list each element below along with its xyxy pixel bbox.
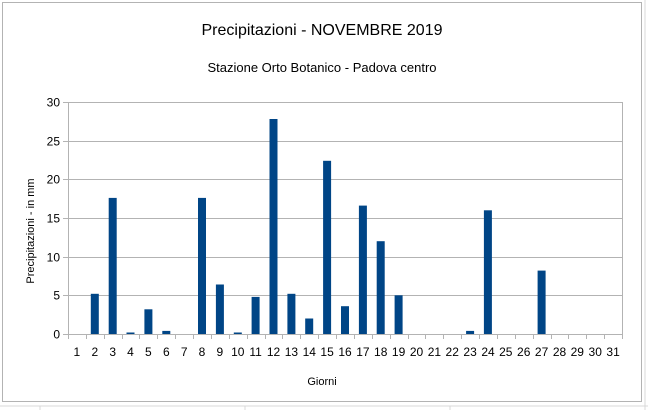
x-tick-label: 13 [285, 345, 299, 359]
x-tick-label: 24 [481, 345, 495, 359]
x-tick-label: 5 [145, 345, 152, 359]
y-tick-label: 25 [47, 135, 61, 149]
x-tick-label: 26 [517, 345, 531, 359]
y-tick-label: 10 [47, 251, 61, 265]
x-tick-label: 12 [267, 345, 281, 359]
x-tick-label: 8 [199, 345, 206, 359]
bar [394, 295, 403, 334]
bar [90, 293, 99, 334]
x-tick-label: 21 [428, 345, 442, 359]
x-tick-label: 17 [356, 345, 370, 359]
x-tick-label: 3 [109, 345, 116, 359]
y-tick-label: 0 [53, 328, 60, 342]
bar [305, 318, 314, 334]
bar [126, 332, 135, 334]
x-tick-label: 25 [499, 345, 513, 359]
bar [198, 197, 206, 334]
bar [287, 293, 296, 334]
y-tick-label: 15 [47, 212, 61, 226]
chart-title: Precipitazioni - NOVEMBRE 2019 [201, 22, 443, 39]
x-tick-label: 30 [589, 345, 603, 359]
bar [108, 197, 117, 334]
y-tick-label: 5 [53, 289, 60, 303]
x-tick-label: 11 [249, 345, 262, 359]
bar [483, 210, 492, 334]
x-tick-label: 28 [553, 345, 567, 359]
bar [466, 330, 475, 334]
bar [144, 309, 153, 334]
x-tick-label: 31 [606, 345, 620, 359]
bar [233, 332, 242, 334]
bar [358, 205, 367, 334]
x-tick-label: 10 [231, 345, 245, 359]
bar [376, 241, 385, 334]
chart-container[interactable]: Precipitazioni - NOVEMBRE 2019 Stazione … [2, 2, 642, 402]
x-tick-label: 23 [463, 345, 477, 359]
x-tick-label: 18 [374, 345, 388, 359]
x-tick-label: 14 [303, 345, 317, 359]
bar [269, 119, 278, 334]
x-tick-label: 4 [127, 345, 134, 359]
x-tick-label: 16 [338, 345, 352, 359]
x-axis-label: Giorni [307, 376, 337, 388]
bar [215, 284, 224, 334]
x-tick-label: 22 [446, 345, 460, 359]
x-tick-label: 7 [181, 345, 188, 359]
x-tick-label: 2 [91, 345, 98, 359]
y-tick-label: 30 [47, 96, 61, 110]
x-tick-label: 9 [217, 345, 224, 359]
bar [341, 306, 349, 334]
bar [537, 270, 546, 334]
x-tick-label: 6 [163, 345, 170, 359]
x-tick-label: 27 [535, 345, 549, 359]
x-tick-label: 20 [410, 345, 424, 359]
chart-subtitle: Stazione Orto Botanico - Padova centro [207, 60, 437, 75]
bar [323, 160, 332, 334]
x-tick-label: 1 [74, 345, 81, 359]
y-tick-label: 20 [47, 173, 61, 187]
x-tick-label: 19 [392, 345, 406, 359]
bar [251, 296, 260, 334]
x-tick-label: 15 [320, 345, 334, 359]
bar [162, 330, 171, 334]
x-tick-label: 29 [571, 345, 585, 359]
